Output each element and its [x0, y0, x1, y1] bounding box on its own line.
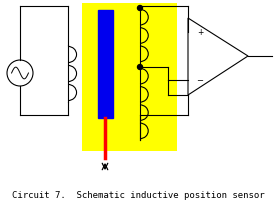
Bar: [98, 10, 113, 118]
Text: −: −: [196, 76, 204, 85]
Circle shape: [137, 5, 142, 10]
Bar: [82, 3, 177, 151]
Text: Circuit 7.  Schematic inductive position sensor: Circuit 7. Schematic inductive position …: [12, 190, 264, 199]
Circle shape: [137, 64, 142, 70]
Text: +: +: [197, 28, 203, 37]
